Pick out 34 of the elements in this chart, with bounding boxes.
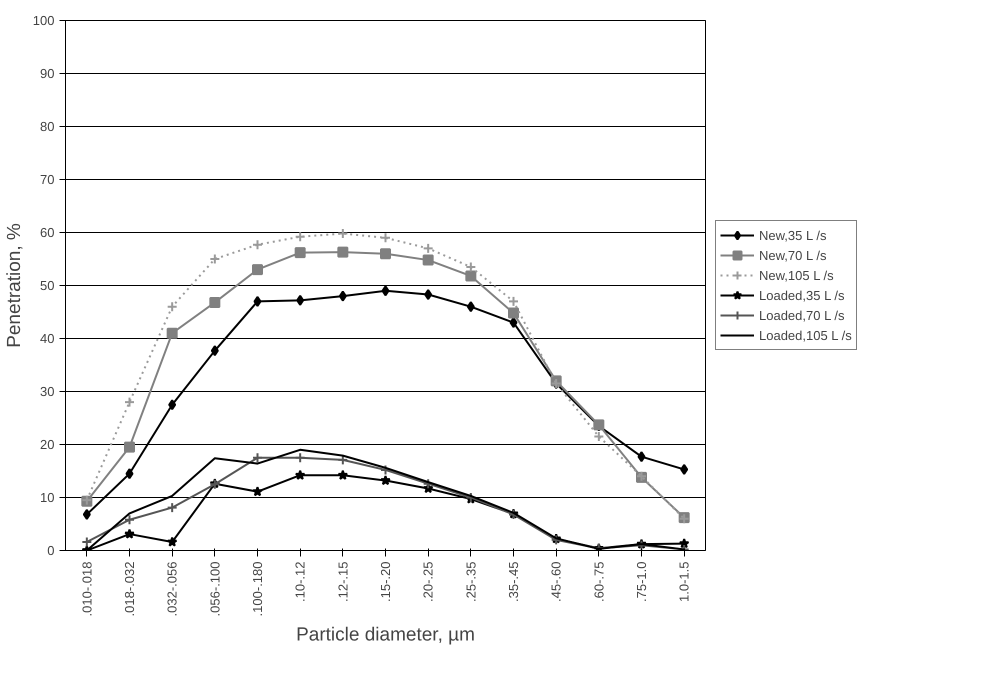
y-tick-label: 40 <box>40 331 55 346</box>
y-tick-label: 50 <box>40 278 55 293</box>
x-tick-label: .10-.12 <box>292 561 308 602</box>
legend-label: Loaded,105 L /s <box>759 328 852 342</box>
x-tick-label: 1.0-1.5 <box>676 561 692 602</box>
legend-label: Loaded,35 L /s <box>759 288 845 302</box>
y-tick-label: 0 <box>47 543 55 558</box>
legend-label: New,70 L /s <box>759 248 826 262</box>
x-tick-label: .15-.20 <box>378 561 393 602</box>
x-tick-label: .20-.25 <box>420 561 436 602</box>
y-tick-label: 60 <box>40 225 55 240</box>
y-tick-label: 80 <box>40 119 55 134</box>
x-tick-label: .12-.15 <box>335 561 350 602</box>
x-tick-label: .032-.056 <box>164 561 180 616</box>
y-tick-label: 90 <box>40 66 55 81</box>
x-axis-title: Particle diameter, µm <box>296 624 475 646</box>
x-tick-label: .35-.45 <box>506 561 521 602</box>
x-tick-label: .60-.75 <box>591 561 606 602</box>
x-tick-label: .010-.018 <box>79 561 94 616</box>
y-tick-label: 30 <box>40 384 55 399</box>
x-tick-label: .056-.100 <box>207 561 222 616</box>
x-tick-label: .75-1.0 <box>634 561 649 602</box>
y-axis-title: Penetration, % <box>4 223 25 348</box>
y-tick-label: 70 <box>40 172 55 187</box>
x-tick-label: .45-.60 <box>548 561 564 602</box>
x-tick-label: .018-.032 <box>122 561 137 616</box>
legend-label: New,105 L /s <box>759 268 834 282</box>
x-tick-label: .25-.35 <box>463 561 478 602</box>
y-tick-label: 10 <box>40 490 55 505</box>
x-tick-label: .100-.180 <box>250 561 265 616</box>
legend-label: New,35 L /s <box>759 228 826 242</box>
legend-label: Loaded,70 L /s <box>759 308 845 322</box>
y-tick-label: 20 <box>40 437 55 452</box>
y-tick-label: 100 <box>32 13 55 28</box>
